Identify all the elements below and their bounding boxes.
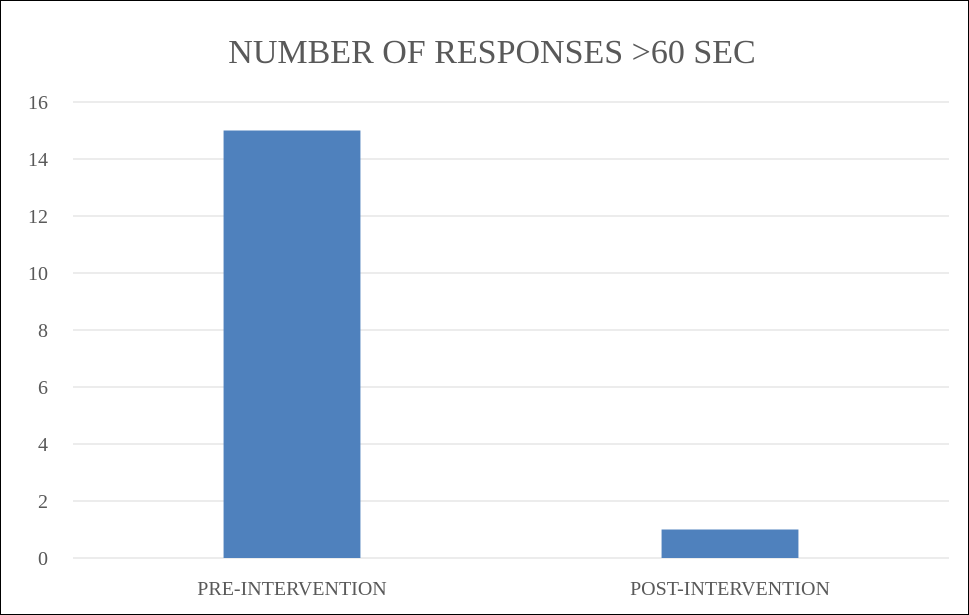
x-axis-category-labels: PRE-INTERVENTION POST-INTERVENTION [197,578,830,600]
bar-pre-intervention [223,130,361,558]
y-axis-tick-labels: 0 2 4 6 8 10 12 14 16 [28,92,48,570]
y-tick-label-4: 4 [38,434,48,456]
y-tick-label-16: 16 [28,92,48,114]
y-tick-label-0: 0 [38,548,48,570]
y-tick-label-10: 10 [28,263,48,285]
x-category-label-pre-intervention: PRE-INTERVENTION [197,578,386,600]
y-tick-label-14: 14 [28,149,48,171]
y-tick-label-8: 8 [38,320,48,342]
bars [223,130,799,558]
bar-post-intervention [661,529,799,558]
y-tick-label-6: 6 [38,377,48,399]
x-category-label-post-intervention: POST-INTERVENTION [630,578,830,600]
y-tick-label-2: 2 [38,491,48,513]
y-tick-label-12: 12 [28,206,48,228]
gridlines [73,101,949,559]
chart-title: NUMBER OF RESPONSES >60 SEC [228,34,755,71]
